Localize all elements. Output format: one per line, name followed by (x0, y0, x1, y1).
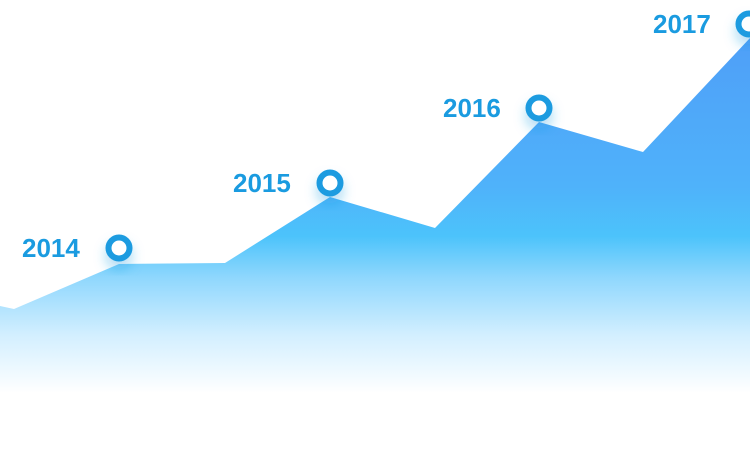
marker-2014 (105, 234, 133, 262)
year-label-2017: 2017 (653, 9, 711, 39)
marker-2016 (525, 94, 553, 122)
marker-2017 (735, 10, 750, 38)
marker-2015 (316, 169, 344, 197)
year-label-2015: 2015 (233, 168, 291, 198)
year-labels: 2014 2015 2016 2017 (22, 9, 711, 263)
year-markers (105, 10, 750, 262)
area-series (0, 38, 750, 451)
year-label-2014: 2014 (22, 233, 80, 263)
year-label-2016: 2016 (443, 93, 501, 123)
